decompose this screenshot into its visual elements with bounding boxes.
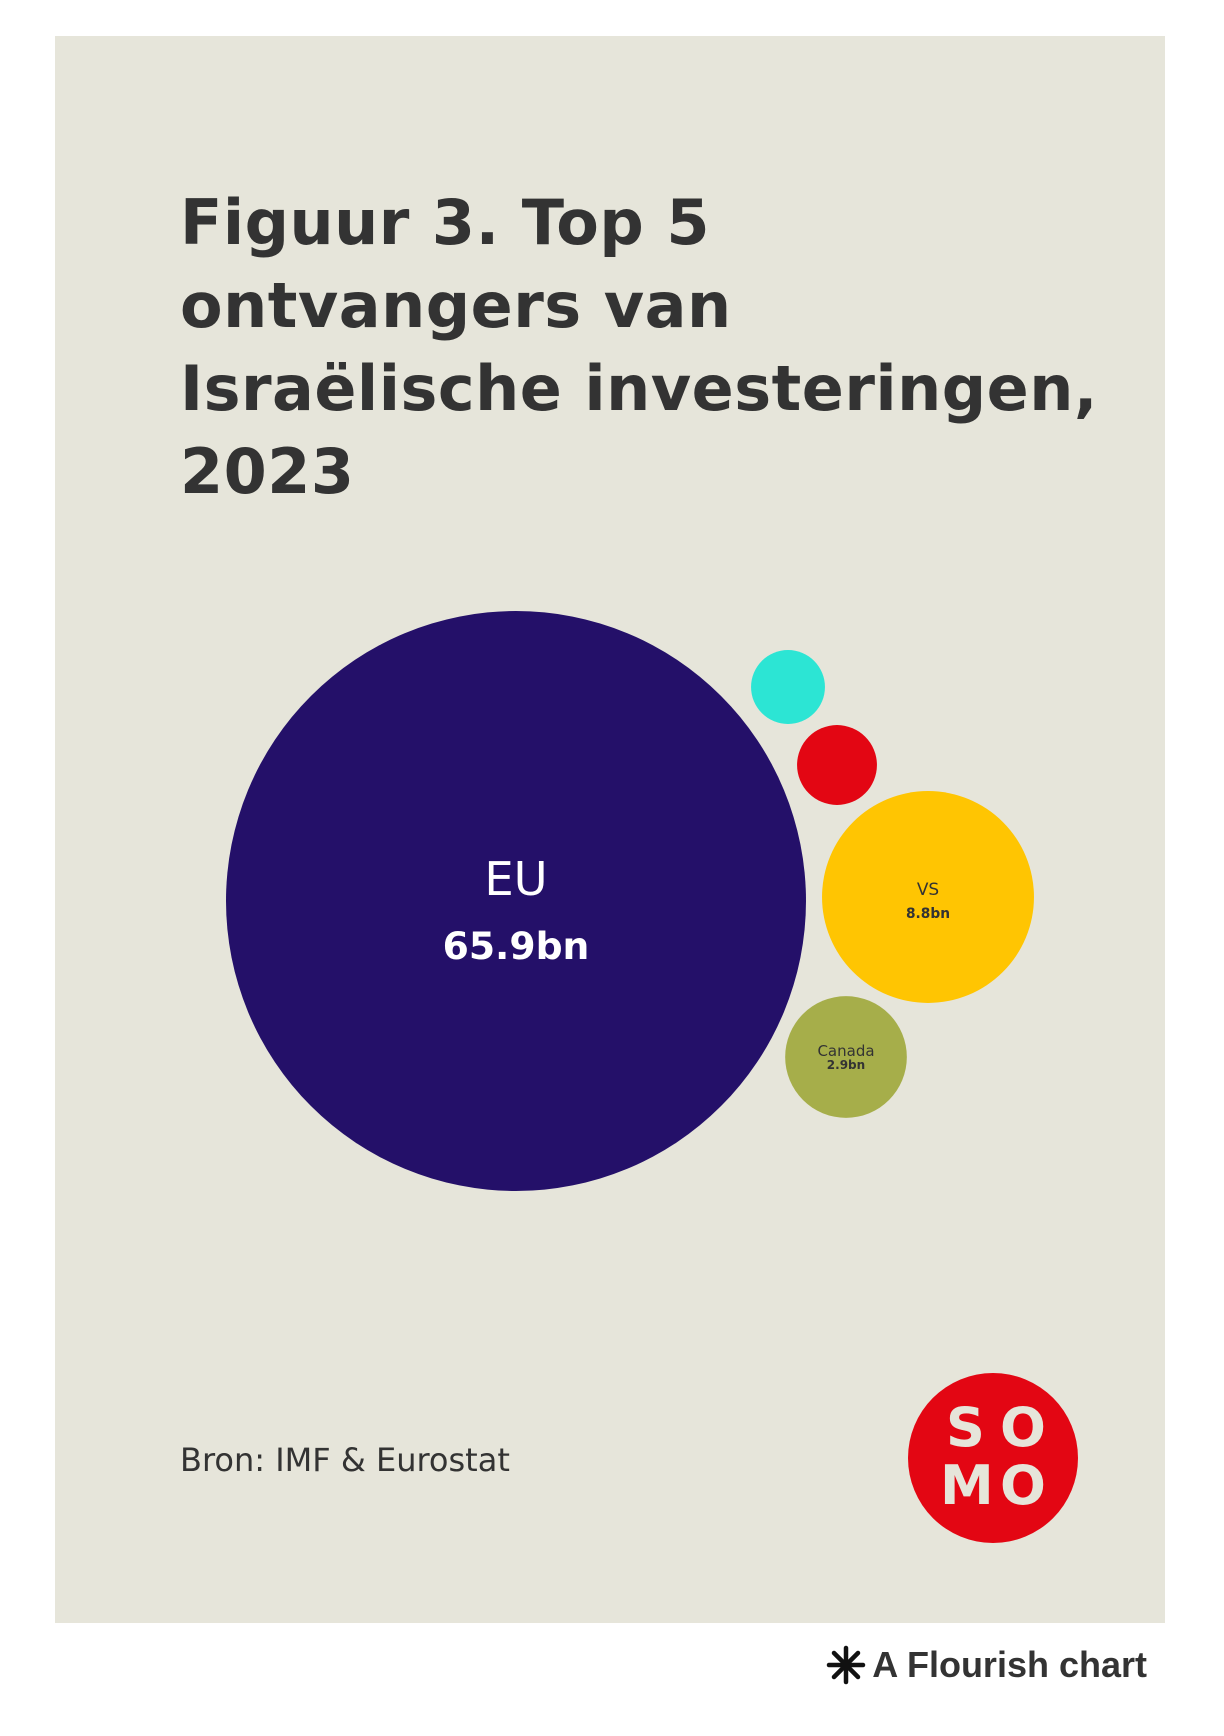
flourish-credit-label: A Flourish chart [872, 1644, 1147, 1685]
logo-letter: S [946, 1396, 985, 1459]
bubble-name-label: EU [484, 852, 547, 906]
flourish-asterisk-icon [827, 1645, 866, 1685]
bubble-value-label: 2.9bn [827, 1058, 865, 1072]
bubble-vs[interactable] [822, 791, 1034, 1003]
flourish-credit[interactable]: A Flourish chart [826, 1644, 1147, 1686]
bubble-name-label: Canada [817, 1042, 874, 1060]
bubble-unlabeled-4[interactable] [751, 650, 825, 724]
bubble-eu[interactable] [226, 611, 806, 1191]
bubble-unlabeled-3[interactable] [797, 725, 877, 805]
source-note: Bron: IMF & Eurostat [180, 1441, 510, 1479]
bubble-canada[interactable] [785, 996, 907, 1118]
logo-letter: O [1000, 1454, 1046, 1517]
somo-logo: S O M O [908, 1373, 1078, 1543]
logo-letter: O [1000, 1396, 1046, 1459]
bubble-name-label: VS [917, 879, 939, 899]
logo-letter: M [940, 1454, 994, 1517]
chart-title: Figuur 3. Top 5 ontvangers van Israëlisc… [180, 186, 1098, 508]
bubble-value-label: 65.9bn [443, 924, 590, 968]
bubble-value-label: 8.8bn [906, 906, 950, 922]
